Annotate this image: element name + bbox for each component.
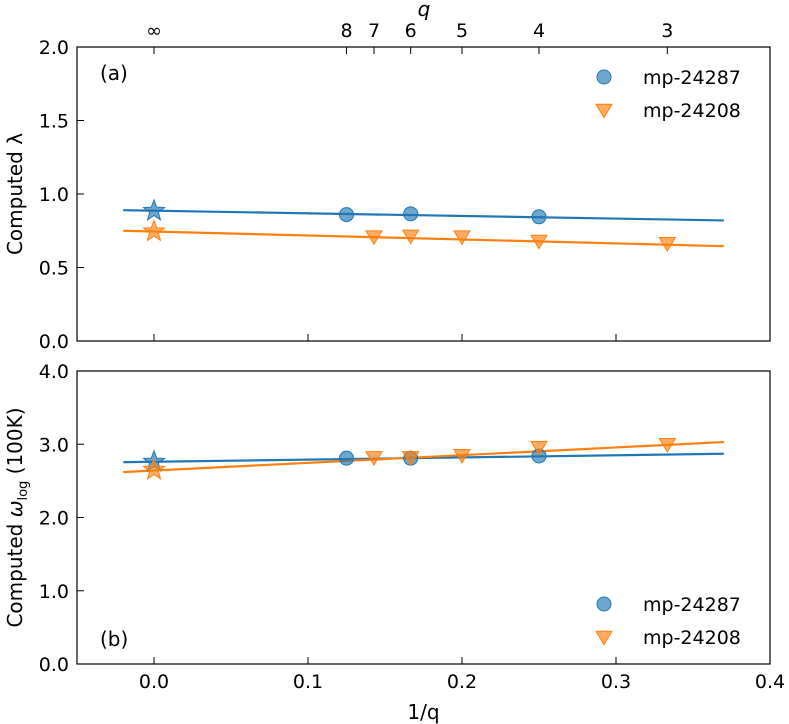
x-tick-label: 0.2 (447, 671, 477, 693)
y-tick-label: 3.0 (39, 434, 69, 456)
fit-line-mp-24208 (123, 229, 724, 248)
top-tick-label: 8 (340, 20, 352, 42)
data-point-mp-24208-2 (453, 230, 471, 246)
x-axis-label: 1/q (407, 700, 439, 724)
extrapolated-star-mp-24287 (142, 198, 166, 221)
axes-frame (76, 370, 771, 665)
y-tick-label: 4.0 (39, 361, 69, 383)
top-tick-label: 4 (533, 20, 545, 42)
y-axis-label: Computed ωlog (100K) (3, 407, 31, 627)
top-tick-label: 7 (368, 20, 380, 42)
y-tick-label: 0.0 (39, 654, 69, 676)
extrapolated-star-mp-24208 (142, 457, 166, 480)
y-tick-label: 2.0 (39, 508, 69, 530)
y-tick-label: 1.5 (39, 111, 69, 133)
y-label-post: (100K) (3, 407, 27, 480)
legend-label: mp-24287 (643, 67, 741, 89)
y-tick-label: 2.0 (39, 37, 69, 59)
x-tick-label: 0.3 (601, 671, 631, 693)
y-label-sub: log (16, 481, 31, 501)
axes-frame (76, 46, 771, 342)
top-tick-label: ∞ (146, 20, 162, 42)
y-axis-label: Computed λ (3, 133, 27, 255)
legend-label: mp-24208 (643, 627, 741, 649)
data-point-mp-24208-4 (658, 236, 677, 252)
legend-label: mp-24287 (643, 594, 741, 616)
y-tick-label: 1.0 (39, 581, 69, 603)
panel-a: 0.0 0.5 1.0 1.5 2.0 ∞ 8 7 6 5 4 3 q Computed λ (a) mp-2… (3, 0, 771, 353)
fit-line-mp-24287 (123, 209, 724, 222)
legend: mp-24287 mp-24208 (595, 594, 741, 649)
panel-label: (b) (100, 627, 128, 651)
top-tick-label: 6 (405, 20, 417, 42)
x-tick-label: 0.1 (293, 671, 323, 693)
top-tick-label: 5 (456, 20, 468, 42)
data-point-mp-24208-0 (365, 230, 383, 246)
legend: mp-24287 mp-24208 (595, 67, 741, 122)
legend-marker-mp-24208 (595, 103, 613, 119)
data-point-mp-24287-0 (339, 207, 354, 223)
data-point-mp-24287-1 (403, 206, 419, 222)
panel-b: 0.0 1.0 2.0 3.0 4.0 0.0 0.1 0.2 0.3 0.4 1/q Compute… (3, 361, 785, 724)
legend-label: mp-24208 (643, 100, 741, 122)
top-tick-label: 3 (661, 20, 673, 42)
data-point-mp-24208-3 (530, 440, 548, 456)
y-tick-label: 0.5 (39, 258, 69, 280)
legend-marker-mp-24208 (595, 630, 613, 646)
top-axis-label: q (418, 0, 431, 21)
data-point-mp-24287-0 (339, 450, 354, 466)
data-point-mp-24208-3 (530, 234, 548, 250)
x-tick-label: 0.0 (139, 671, 169, 693)
data-point-mp-24208-4 (658, 437, 677, 453)
legend-marker-mp-24287 (596, 69, 612, 85)
data-point-mp-24208-0 (365, 451, 383, 467)
y-tick-label: 0.0 (39, 331, 69, 353)
data-point-mp-24287-2 (531, 209, 547, 225)
y-tick-label: 1.0 (39, 184, 69, 206)
data-point-mp-24208-1 (401, 229, 420, 245)
legend-marker-mp-24287 (596, 596, 612, 612)
data-point-mp-24208-1 (401, 451, 420, 467)
extrapolated-star-mp-24208 (142, 219, 166, 242)
y-label-pre: Computed (3, 517, 27, 627)
y-label-symbol: ω (3, 501, 27, 518)
x-tick-label: 0.4 (755, 671, 785, 693)
data-point-mp-24208-2 (453, 448, 471, 464)
fit-line-mp-24208 (123, 440, 724, 474)
panel-label: (a) (100, 61, 128, 85)
